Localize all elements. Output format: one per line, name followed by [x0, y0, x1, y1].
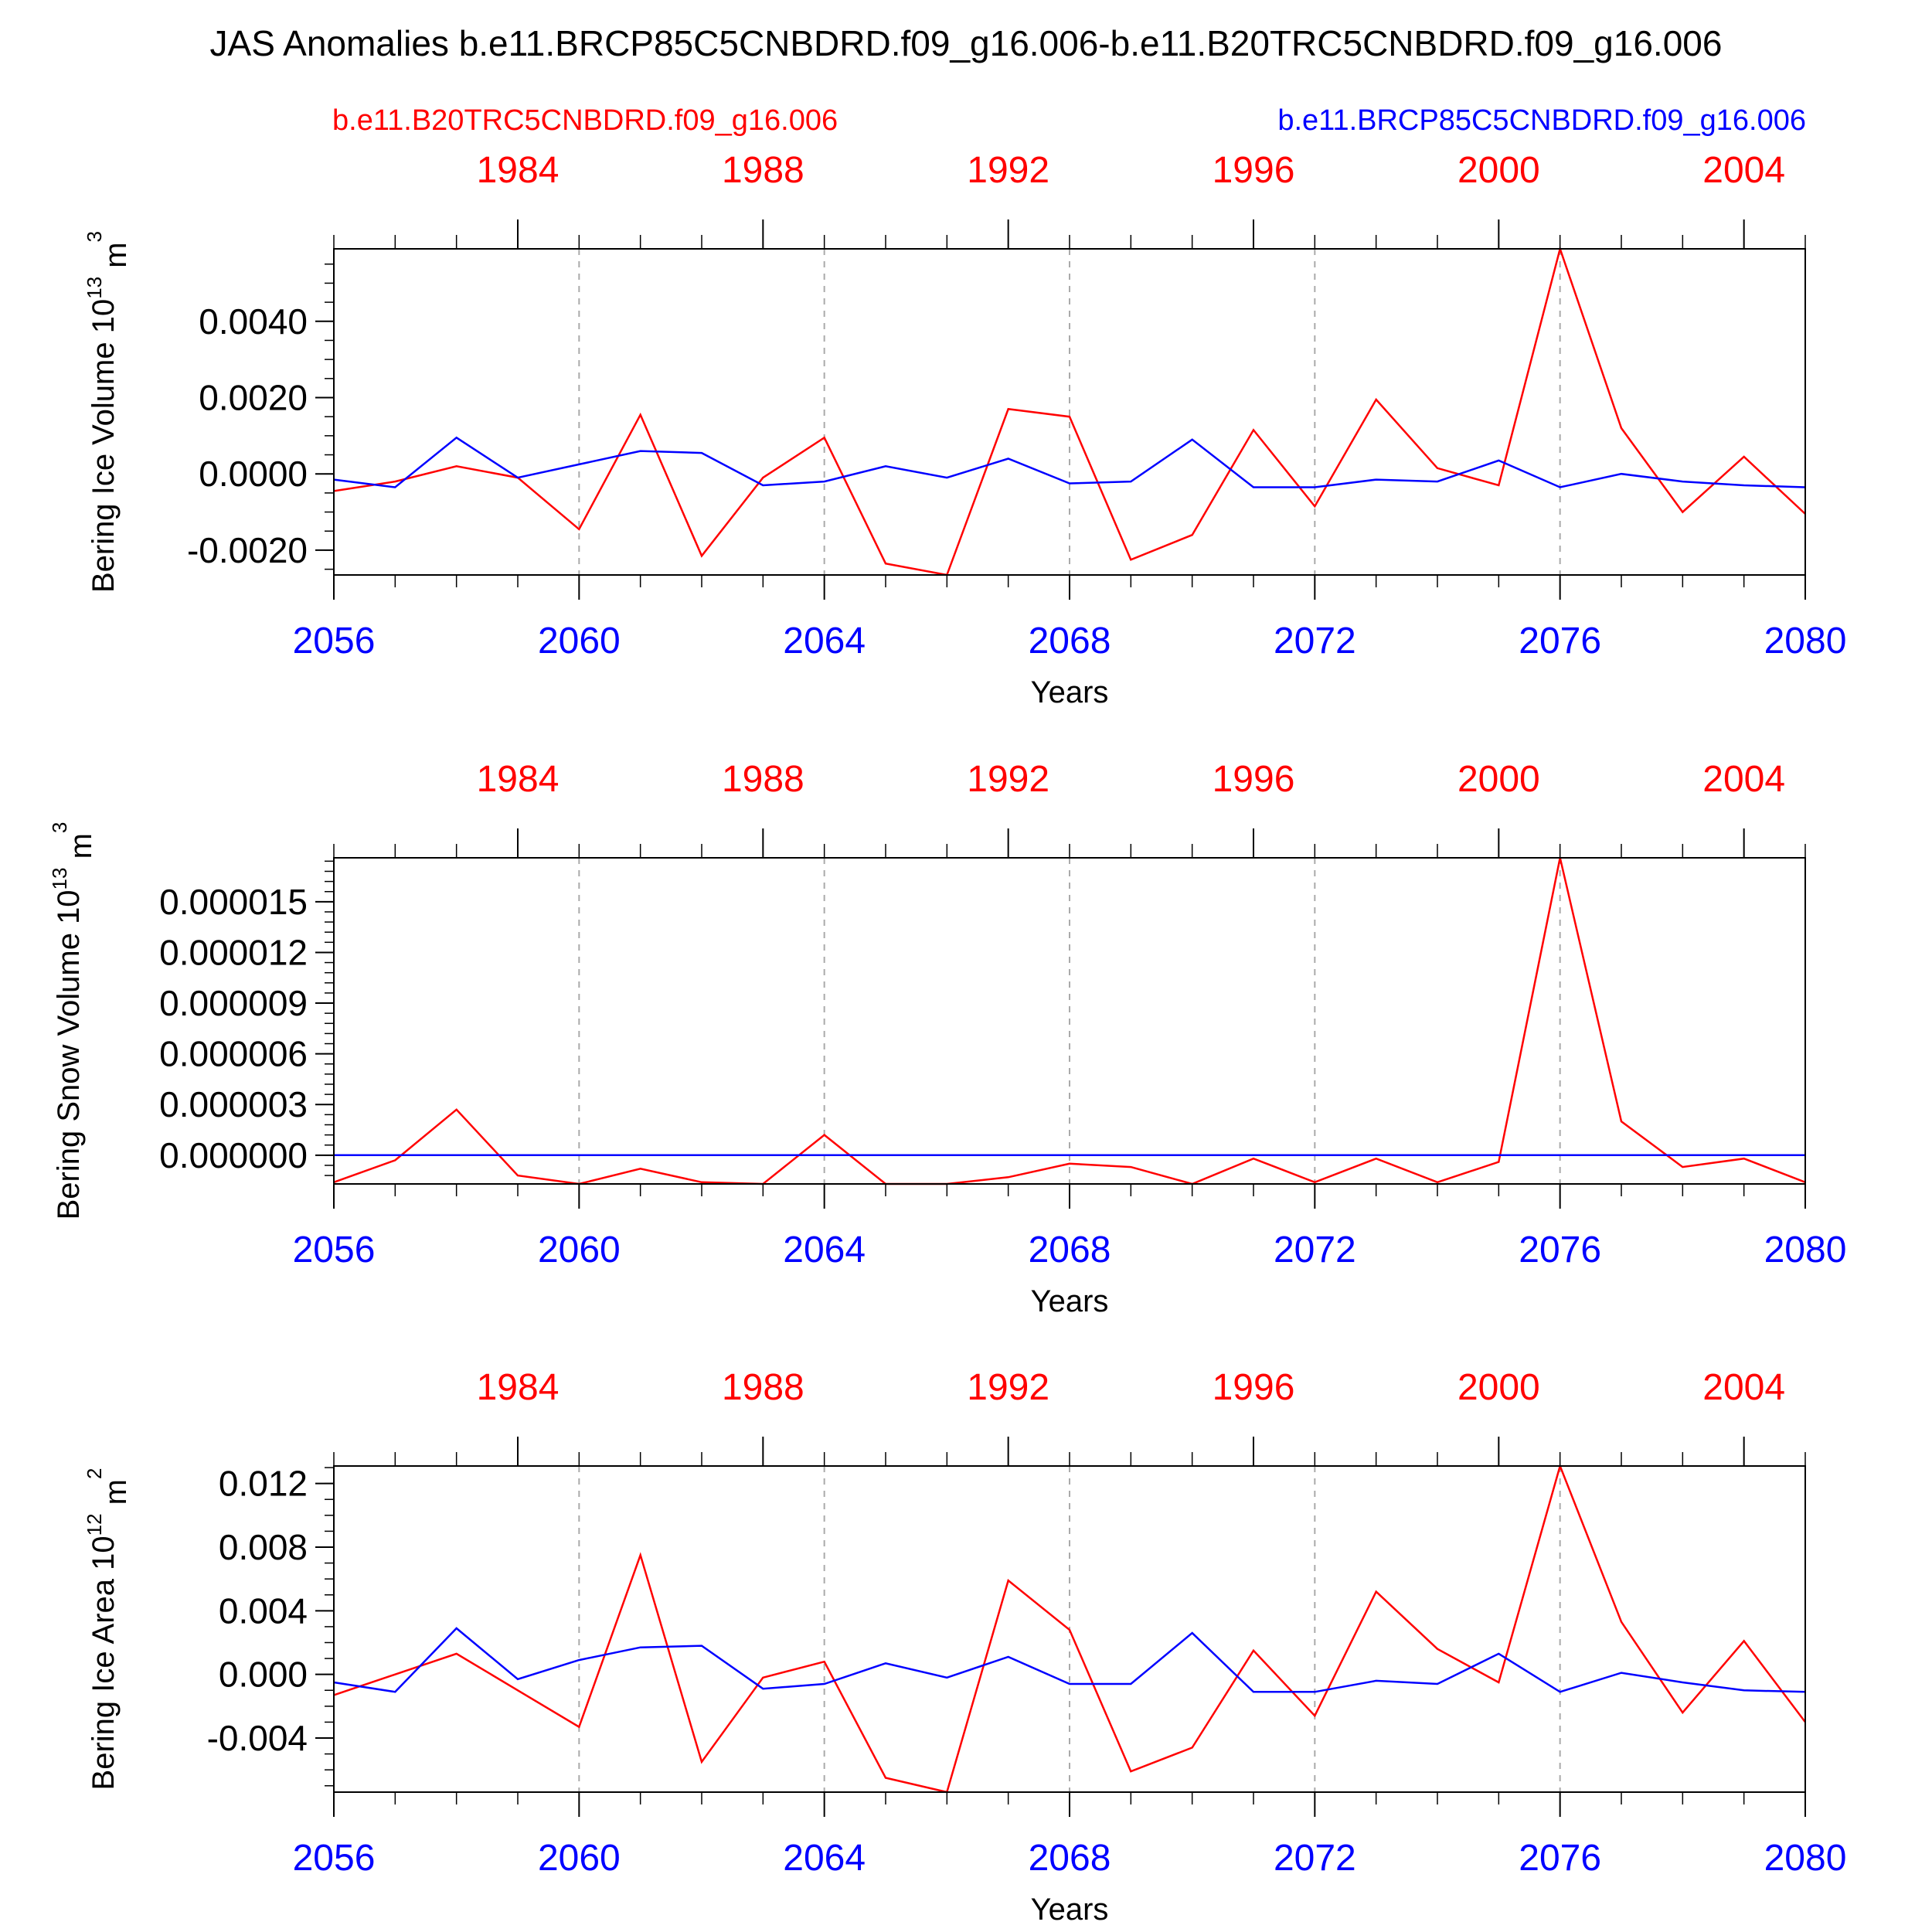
x-tick-label-top: 1992 [967, 1367, 1049, 1408]
x-tick-label-bottom: 2068 [1029, 1230, 1111, 1270]
y-tick-label: 0.000 [219, 1655, 308, 1695]
x-tick-label-bottom: 2076 [1519, 1230, 1601, 1270]
x-tick-label-top: 1984 [477, 759, 560, 800]
x-tick-label-top: 1992 [967, 150, 1049, 191]
x-tick-label-top: 1996 [1213, 1367, 1295, 1408]
y-tick-label: 0.0000 [199, 454, 308, 494]
x-tick-label-bottom: 2068 [1029, 1838, 1111, 1879]
x-tick-label-bottom: 2072 [1274, 621, 1356, 662]
y-tick-label: 0.000009 [159, 983, 308, 1023]
x-tick-label-bottom: 2064 [783, 621, 866, 662]
chart-panel-3: -0.004 0.000 0.004 0.008 0.012 2056 2060 2064 20… [83, 1367, 1846, 1927]
x-tick-label-bottom: 2056 [293, 1838, 376, 1879]
x-tick-label-bottom: 2060 [538, 1838, 621, 1879]
x-tick-label-bottom: 2060 [538, 621, 621, 662]
legend-blue-label: b.e11.BRCP85C5CNBDRD.f09_g16.006 [1277, 104, 1806, 137]
x-tick-label-top: 1984 [477, 150, 560, 191]
x-tick-label-top: 2004 [1702, 150, 1785, 191]
y-axis-label-part: 3 [83, 231, 106, 242]
series-line-blue [333, 436, 1806, 488]
x-tick-label-bottom: 2056 [293, 1230, 376, 1270]
y-axis-label: Bering Ice Area 1012 m2 [83, 1468, 133, 1791]
x-axis-label: Years [1031, 1893, 1109, 1927]
x-tick-label-top: 1996 [1213, 150, 1295, 191]
x-tick-label-bottom: 2064 [783, 1230, 866, 1270]
x-axis-label: Years [1031, 1284, 1109, 1318]
y-tick-label: 0.000015 [159, 882, 308, 922]
x-tick-label-bottom: 2080 [1764, 1230, 1847, 1270]
x-tick-label-top: 1992 [967, 759, 1049, 800]
x-tick-label-bottom: 2072 [1274, 1838, 1356, 1879]
x-tick-label-bottom: 2076 [1519, 1838, 1601, 1879]
x-tick-label-top: 1988 [722, 759, 804, 800]
x-tick-label-bottom: 2056 [293, 621, 376, 662]
figure-title: JAS Anomalies b.e11.BRCP85C5CNBDRD.f09_g… [210, 23, 1723, 63]
x-tick-label-bottom: 2080 [1764, 621, 1847, 662]
y-tick-label: 0.000006 [159, 1034, 308, 1074]
y-tick-label: 0.004 [219, 1590, 308, 1631]
y-axis-label-part: m [99, 242, 133, 276]
y-axis-label: Bering Ice Volume 1013 m3 [83, 231, 133, 593]
x-tick-label-bottom: 2072 [1274, 1230, 1356, 1270]
chart-panel-1: -0.0020 0.0000 0.0020 0.0040 2056 2060 2064 206… [83, 150, 1846, 709]
y-tick-label: 0.0020 [199, 377, 308, 417]
panels: -0.0020 0.0000 0.0020 0.0040 2056 2060 2064 206… [48, 150, 1846, 1927]
legend-red-label: b.e11.B20TRC5CNBDRD.f09_g16.006 [332, 104, 838, 137]
x-tick-label-bottom: 2064 [783, 1838, 866, 1879]
y-axis-label-part: 2 [83, 1468, 106, 1479]
y-axis-label-part: 12 [83, 1513, 106, 1536]
y-tick-label: 0.012 [219, 1464, 308, 1504]
x-axis-label: Years [1031, 675, 1109, 709]
y-axis-label-part: 3 [48, 822, 71, 833]
x-tick-label-top: 2004 [1702, 1367, 1785, 1408]
series-line-blue [333, 1627, 1806, 1693]
y-axis-label-part: Bering Ice Area 10 [87, 1536, 121, 1790]
y-axis-label-part: 13 [83, 277, 106, 299]
y-axis-label-part: Bering Ice Volume 10 [87, 299, 121, 593]
chart-panel-2: 0.000000 0.000003 0.000006 0.000009 0.000012… [48, 759, 1846, 1318]
x-tick-label-bottom: 2080 [1764, 1838, 1847, 1879]
y-tick-label: -0.004 [207, 1718, 308, 1758]
y-axis-label: Bering Snow Volume 1013 m3 [48, 822, 98, 1220]
x-tick-label-top: 2000 [1458, 1367, 1540, 1408]
y-tick-label: 0.0040 [199, 301, 308, 342]
x-tick-label-top: 2000 [1458, 150, 1540, 191]
x-tick-label-bottom: 2060 [538, 1230, 621, 1270]
y-axis-label-part: m [64, 833, 98, 867]
y-axis-label-part: Bering Snow Volume 10 [52, 889, 86, 1219]
y-tick-label: 0.000000 [159, 1135, 308, 1175]
y-tick-label: 0.008 [219, 1527, 308, 1567]
y-axis-label-part: m [99, 1479, 133, 1513]
x-tick-label-bottom: 2076 [1519, 621, 1601, 662]
x-tick-label-bottom: 2068 [1029, 621, 1111, 662]
x-tick-label-top: 1988 [722, 150, 804, 191]
x-tick-label-top: 1996 [1213, 759, 1295, 800]
x-tick-label-top: 1984 [477, 1367, 560, 1408]
y-tick-label: -0.0020 [187, 530, 308, 570]
y-tick-label: 0.000003 [159, 1084, 308, 1124]
x-tick-label-top: 2004 [1702, 759, 1785, 800]
x-tick-label-top: 1988 [722, 1367, 804, 1408]
y-tick-label: 0.000012 [159, 932, 308, 972]
x-tick-label-top: 2000 [1458, 759, 1540, 800]
y-axis-label-part: 13 [48, 868, 71, 890]
